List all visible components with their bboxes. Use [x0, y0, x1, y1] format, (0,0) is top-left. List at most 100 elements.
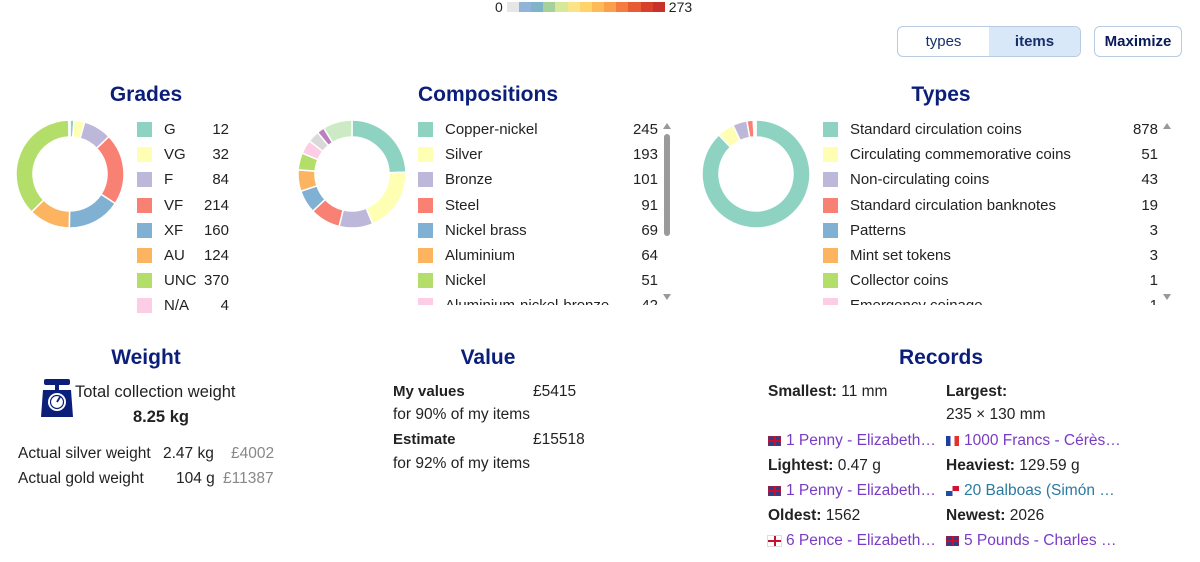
legend-label: Emergency coinage: [850, 297, 1150, 305]
legend-item[interactable]: Nickel brass 69: [418, 218, 658, 243]
record-heaviest: Heaviest: 129.59 g: [946, 457, 1080, 474]
legend-item[interactable]: N/A 4: [137, 293, 229, 318]
legend-value: 245: [632, 121, 658, 139]
uk-flag-icon: [768, 486, 781, 496]
legend-label: Patterns: [850, 221, 906, 239]
donut-slice-xf[interactable]: [68, 193, 117, 229]
legend-swatch: [137, 147, 152, 163]
donut-slice-standard-circulation-coins[interactable]: [701, 119, 811, 229]
legend-swatch: [418, 172, 433, 188]
legend-item[interactable]: Steel 91: [418, 193, 658, 218]
types-title: Types: [911, 83, 971, 106]
scrollbar-thumb[interactable]: [664, 134, 670, 236]
legend-item[interactable]: Bronze 101: [418, 167, 658, 192]
grades-donut-chart: [15, 119, 125, 229]
my-values-label: My values: [393, 383, 465, 400]
legend-label: Bronze: [445, 171, 493, 189]
legend-value: 51: [641, 272, 658, 290]
record-largest-link[interactable]: 1000 Francs - Cérès…: [946, 432, 1121, 450]
legend-item[interactable]: Silver 193: [418, 142, 658, 167]
gold-price: £11387: [223, 470, 274, 487]
silver-weight-label: Actual silver weight: [18, 445, 151, 462]
legend-item[interactable]: Mint set tokens 3: [823, 243, 1158, 268]
legend-item[interactable]: Emergency coinage1: [823, 293, 1158, 305]
donut-slice-other[interactable]: [322, 119, 353, 144]
scale-color-step: [567, 2, 580, 12]
legend-swatch: [137, 298, 152, 314]
legend-label: Nickel brass: [445, 221, 527, 239]
record-smallest-link[interactable]: 1 Penny - Elizabeth…: [768, 432, 936, 450]
record-heaviest-link[interactable]: 20 Balboas (Simón …: [946, 482, 1115, 500]
legend-item[interactable]: Circulating commemorative coins 51: [823, 142, 1158, 167]
record-oldest-link[interactable]: 6 Pence - Elizabeth…: [767, 532, 936, 550]
toggle-types[interactable]: types: [925, 33, 962, 50]
record-lightest-link[interactable]: 1 Penny - Elizabeth…: [768, 482, 936, 500]
legend-item[interactable]: VG 32: [137, 142, 229, 167]
scale-color-step: [506, 2, 519, 12]
legend-swatch: [823, 273, 838, 289]
legend-item[interactable]: Nickel 51: [418, 268, 658, 293]
legend-label: Silver: [445, 146, 483, 164]
scroll-up-arrow-icon[interactable]: [1163, 123, 1171, 129]
estimate-amount: £15518: [533, 431, 585, 448]
legend-swatch: [418, 147, 433, 163]
legend-label: Non-circulating coins: [850, 171, 990, 189]
scroll-up-arrow-icon[interactable]: [663, 123, 671, 129]
legend-label: Collector coins: [850, 272, 949, 290]
my-values-note: for 90% of my items: [393, 406, 530, 423]
scale-color-step: [518, 2, 532, 12]
legend-swatch: [137, 273, 152, 289]
estimate-label: Estimate: [393, 431, 456, 448]
legend-item[interactable]: VF 214: [137, 193, 229, 218]
legend-value: 214: [203, 196, 229, 214]
uk-flag-icon: [768, 436, 781, 446]
legend-item[interactable]: Aluminium 64: [418, 243, 658, 268]
legend-item[interactable]: AU 124: [137, 243, 229, 268]
legend-swatch: [823, 248, 838, 264]
scale-color-step: [555, 2, 568, 12]
legend-item[interactable]: Patterns 3: [823, 218, 1158, 243]
types-items-toggle: types items: [897, 26, 1081, 57]
record-lightest: Lightest: 0.47 g: [768, 457, 881, 474]
gold-weight-label: Actual gold weight: [18, 470, 144, 487]
scroll-down-arrow-icon[interactable]: [1163, 294, 1171, 300]
donut-slice-unc[interactable]: [15, 119, 70, 214]
legend-label: VG: [164, 146, 186, 164]
donut-slice-bronze[interactable]: [338, 207, 374, 229]
record-oldest: Oldest: 1562: [768, 507, 861, 524]
legend-label: F: [164, 171, 174, 189]
compositions-legend: Copper-nickel 245 Silver 193 Bronze 101 Steel 9…: [418, 117, 658, 305]
donut-slice-copper-nickel[interactable]: [351, 119, 407, 174]
record-smallest: Smallest: 11 mm: [768, 383, 888, 400]
legend-item[interactable]: Collector coins 1: [823, 268, 1158, 293]
legend-label: Standard circulation banknotes: [850, 196, 1056, 214]
legend-item[interactable]: UNC 370: [137, 268, 229, 293]
legend-item[interactable]: F 84: [137, 167, 229, 192]
donut-slice-silver[interactable]: [365, 171, 407, 225]
legend-swatch: [823, 298, 838, 305]
types-scrollbar[interactable]: [1163, 123, 1171, 300]
legend-swatch: [418, 222, 433, 238]
legend-value: 12: [212, 121, 229, 139]
legend-item[interactable]: G 12: [137, 117, 229, 142]
legend-label: Aluminium-nickel-bronze: [445, 297, 641, 305]
legend-item[interactable]: Aluminium-nickel-bronze42: [418, 293, 658, 305]
toggle-items[interactable]: items: [989, 27, 1080, 56]
legend-item[interactable]: XF 160: [137, 218, 229, 243]
legend-item[interactable]: Copper-nickel 245: [418, 117, 658, 142]
compositions-scrollbar[interactable]: [663, 123, 671, 300]
record-newest-link[interactable]: 5 Pounds - Charles …: [946, 532, 1117, 550]
legend-item[interactable]: Standard circulation banknotes 19: [823, 193, 1158, 218]
legend-value: 878: [1132, 121, 1158, 139]
legend-value: 1: [1149, 272, 1158, 290]
legend-swatch: [823, 222, 838, 238]
legend-label: Mint set tokens: [850, 247, 951, 265]
legend-item[interactable]: Standard circulation coins 878: [823, 117, 1158, 142]
legend-label: G: [164, 121, 176, 139]
donut-slice-n-a[interactable]: [67, 119, 71, 138]
scroll-down-arrow-icon[interactable]: [663, 294, 671, 300]
grades-title: Grades: [109, 83, 183, 106]
maximize-button[interactable]: Maximize: [1094, 26, 1182, 57]
legend-item[interactable]: Non-circulating coins 43: [823, 167, 1158, 192]
scale-color-step: [543, 2, 556, 12]
